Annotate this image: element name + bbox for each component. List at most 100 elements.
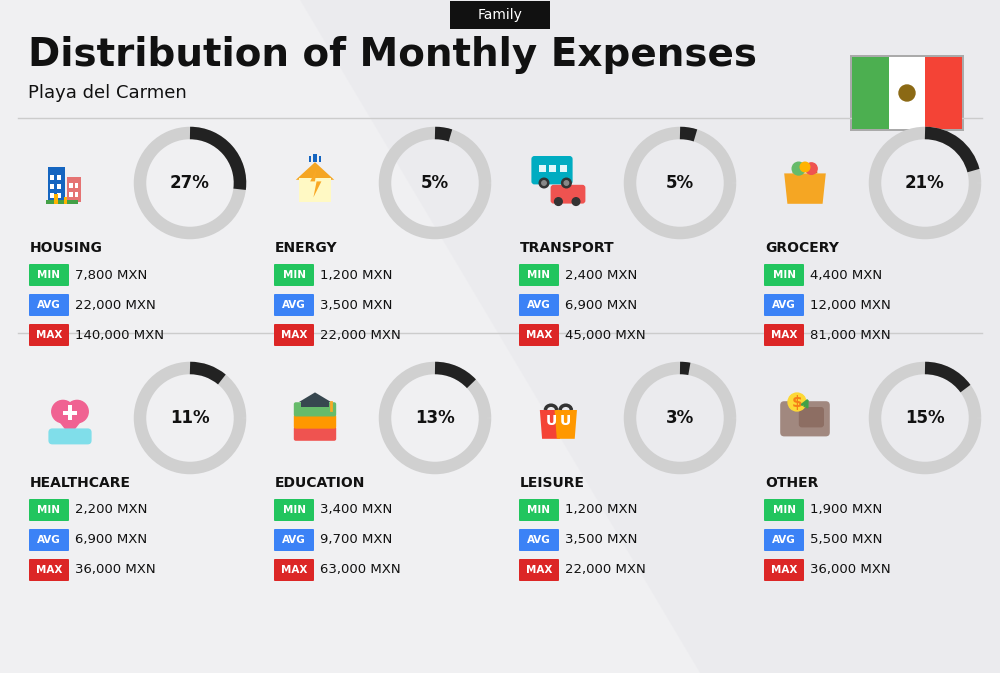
Text: HEALTHCARE: HEALTHCARE [30, 476, 131, 490]
Circle shape [542, 181, 546, 185]
Bar [50, 193, 54, 198]
Bar [549, 165, 556, 172]
FancyBboxPatch shape [294, 415, 336, 429]
Text: 6,900 MXN: 6,900 MXN [75, 534, 147, 546]
Bar [57, 175, 61, 180]
Text: $: $ [792, 394, 802, 409]
Circle shape [792, 162, 805, 175]
FancyBboxPatch shape [274, 324, 314, 346]
Bar [852, 57, 889, 129]
Text: AVG: AVG [282, 535, 306, 545]
Bar [69, 183, 73, 188]
Bar [299, 178, 331, 202]
Text: OTHER: OTHER [765, 476, 818, 490]
Text: U: U [560, 414, 571, 428]
FancyBboxPatch shape [531, 156, 573, 184]
FancyBboxPatch shape [274, 294, 314, 316]
FancyBboxPatch shape [29, 529, 69, 551]
Text: 6,900 MXN: 6,900 MXN [565, 299, 637, 312]
Text: AVG: AVG [527, 300, 551, 310]
Text: MAX: MAX [36, 565, 62, 575]
Text: Distribution of Monthly Expenses: Distribution of Monthly Expenses [28, 36, 757, 74]
FancyBboxPatch shape [29, 499, 69, 521]
Circle shape [52, 400, 74, 423]
Text: U: U [545, 414, 557, 428]
Polygon shape [52, 413, 88, 435]
Circle shape [806, 163, 817, 174]
FancyBboxPatch shape [764, 294, 804, 316]
Bar [64, 197, 67, 204]
Text: AVG: AVG [282, 300, 306, 310]
Text: 21%: 21% [905, 174, 945, 192]
Text: MIN: MIN [38, 270, 60, 280]
Text: 5%: 5% [666, 174, 694, 192]
Text: MIN: MIN [283, 505, 306, 515]
FancyBboxPatch shape [780, 401, 830, 436]
Text: MAX: MAX [281, 565, 307, 575]
Text: AVG: AVG [772, 300, 796, 310]
Text: MIN: MIN [528, 270, 550, 280]
Text: Playa del Carmen: Playa del Carmen [28, 84, 187, 102]
Text: 1,200 MXN: 1,200 MXN [565, 503, 637, 516]
FancyBboxPatch shape [764, 264, 804, 286]
Text: MAX: MAX [36, 330, 62, 340]
Text: 12,000 MXN: 12,000 MXN [810, 299, 891, 312]
Polygon shape [540, 410, 562, 439]
FancyBboxPatch shape [764, 559, 804, 581]
Text: 5%: 5% [421, 174, 449, 192]
Bar [46, 200, 78, 204]
Text: AVG: AVG [37, 535, 61, 545]
Text: Family: Family [478, 8, 522, 22]
Bar [48, 167, 65, 202]
Text: 140,000 MXN: 140,000 MXN [75, 328, 164, 341]
Bar [54, 194, 58, 204]
Text: AVG: AVG [772, 535, 796, 545]
Text: TRANSPORT: TRANSPORT [520, 241, 615, 255]
Bar [68, 405, 72, 419]
Text: 3,500 MXN: 3,500 MXN [320, 299, 392, 312]
Polygon shape [784, 174, 826, 204]
FancyBboxPatch shape [519, 499, 559, 521]
Text: MAX: MAX [526, 565, 552, 575]
Text: MAX: MAX [526, 330, 552, 340]
Bar [50, 175, 54, 180]
Circle shape [562, 178, 571, 188]
Text: 3,400 MXN: 3,400 MXN [320, 503, 392, 516]
Circle shape [555, 198, 562, 205]
Text: MIN: MIN [772, 270, 796, 280]
Text: 5,500 MXN: 5,500 MXN [810, 534, 882, 546]
Circle shape [899, 85, 915, 101]
FancyBboxPatch shape [764, 324, 804, 346]
Text: 2,400 MXN: 2,400 MXN [565, 269, 637, 281]
FancyBboxPatch shape [274, 559, 314, 581]
Bar [69, 192, 73, 197]
Bar [57, 193, 61, 198]
Text: 81,000 MXN: 81,000 MXN [810, 328, 891, 341]
Text: 4,400 MXN: 4,400 MXN [810, 269, 882, 281]
Circle shape [788, 393, 806, 411]
Text: 22,000 MXN: 22,000 MXN [320, 328, 401, 341]
FancyBboxPatch shape [551, 185, 585, 204]
Bar [313, 154, 317, 162]
Text: AVG: AVG [37, 300, 61, 310]
Text: 15%: 15% [905, 409, 945, 427]
Bar [67, 176, 81, 202]
Bar [57, 184, 61, 188]
Text: 9,700 MXN: 9,700 MXN [320, 534, 392, 546]
FancyBboxPatch shape [29, 559, 69, 581]
Text: MAX: MAX [771, 565, 797, 575]
FancyBboxPatch shape [29, 324, 69, 346]
Bar [309, 156, 311, 162]
Polygon shape [310, 169, 321, 197]
Text: MAX: MAX [281, 330, 307, 340]
Text: 63,000 MXN: 63,000 MXN [320, 563, 401, 577]
Text: 1,900 MXN: 1,900 MXN [810, 503, 882, 516]
FancyBboxPatch shape [294, 427, 336, 441]
Bar [75, 192, 78, 197]
Bar [925, 57, 962, 129]
Bar [63, 411, 77, 415]
Text: 2,200 MXN: 2,200 MXN [75, 503, 147, 516]
Text: MAX: MAX [771, 330, 797, 340]
FancyBboxPatch shape [519, 324, 559, 346]
FancyBboxPatch shape [274, 264, 314, 286]
